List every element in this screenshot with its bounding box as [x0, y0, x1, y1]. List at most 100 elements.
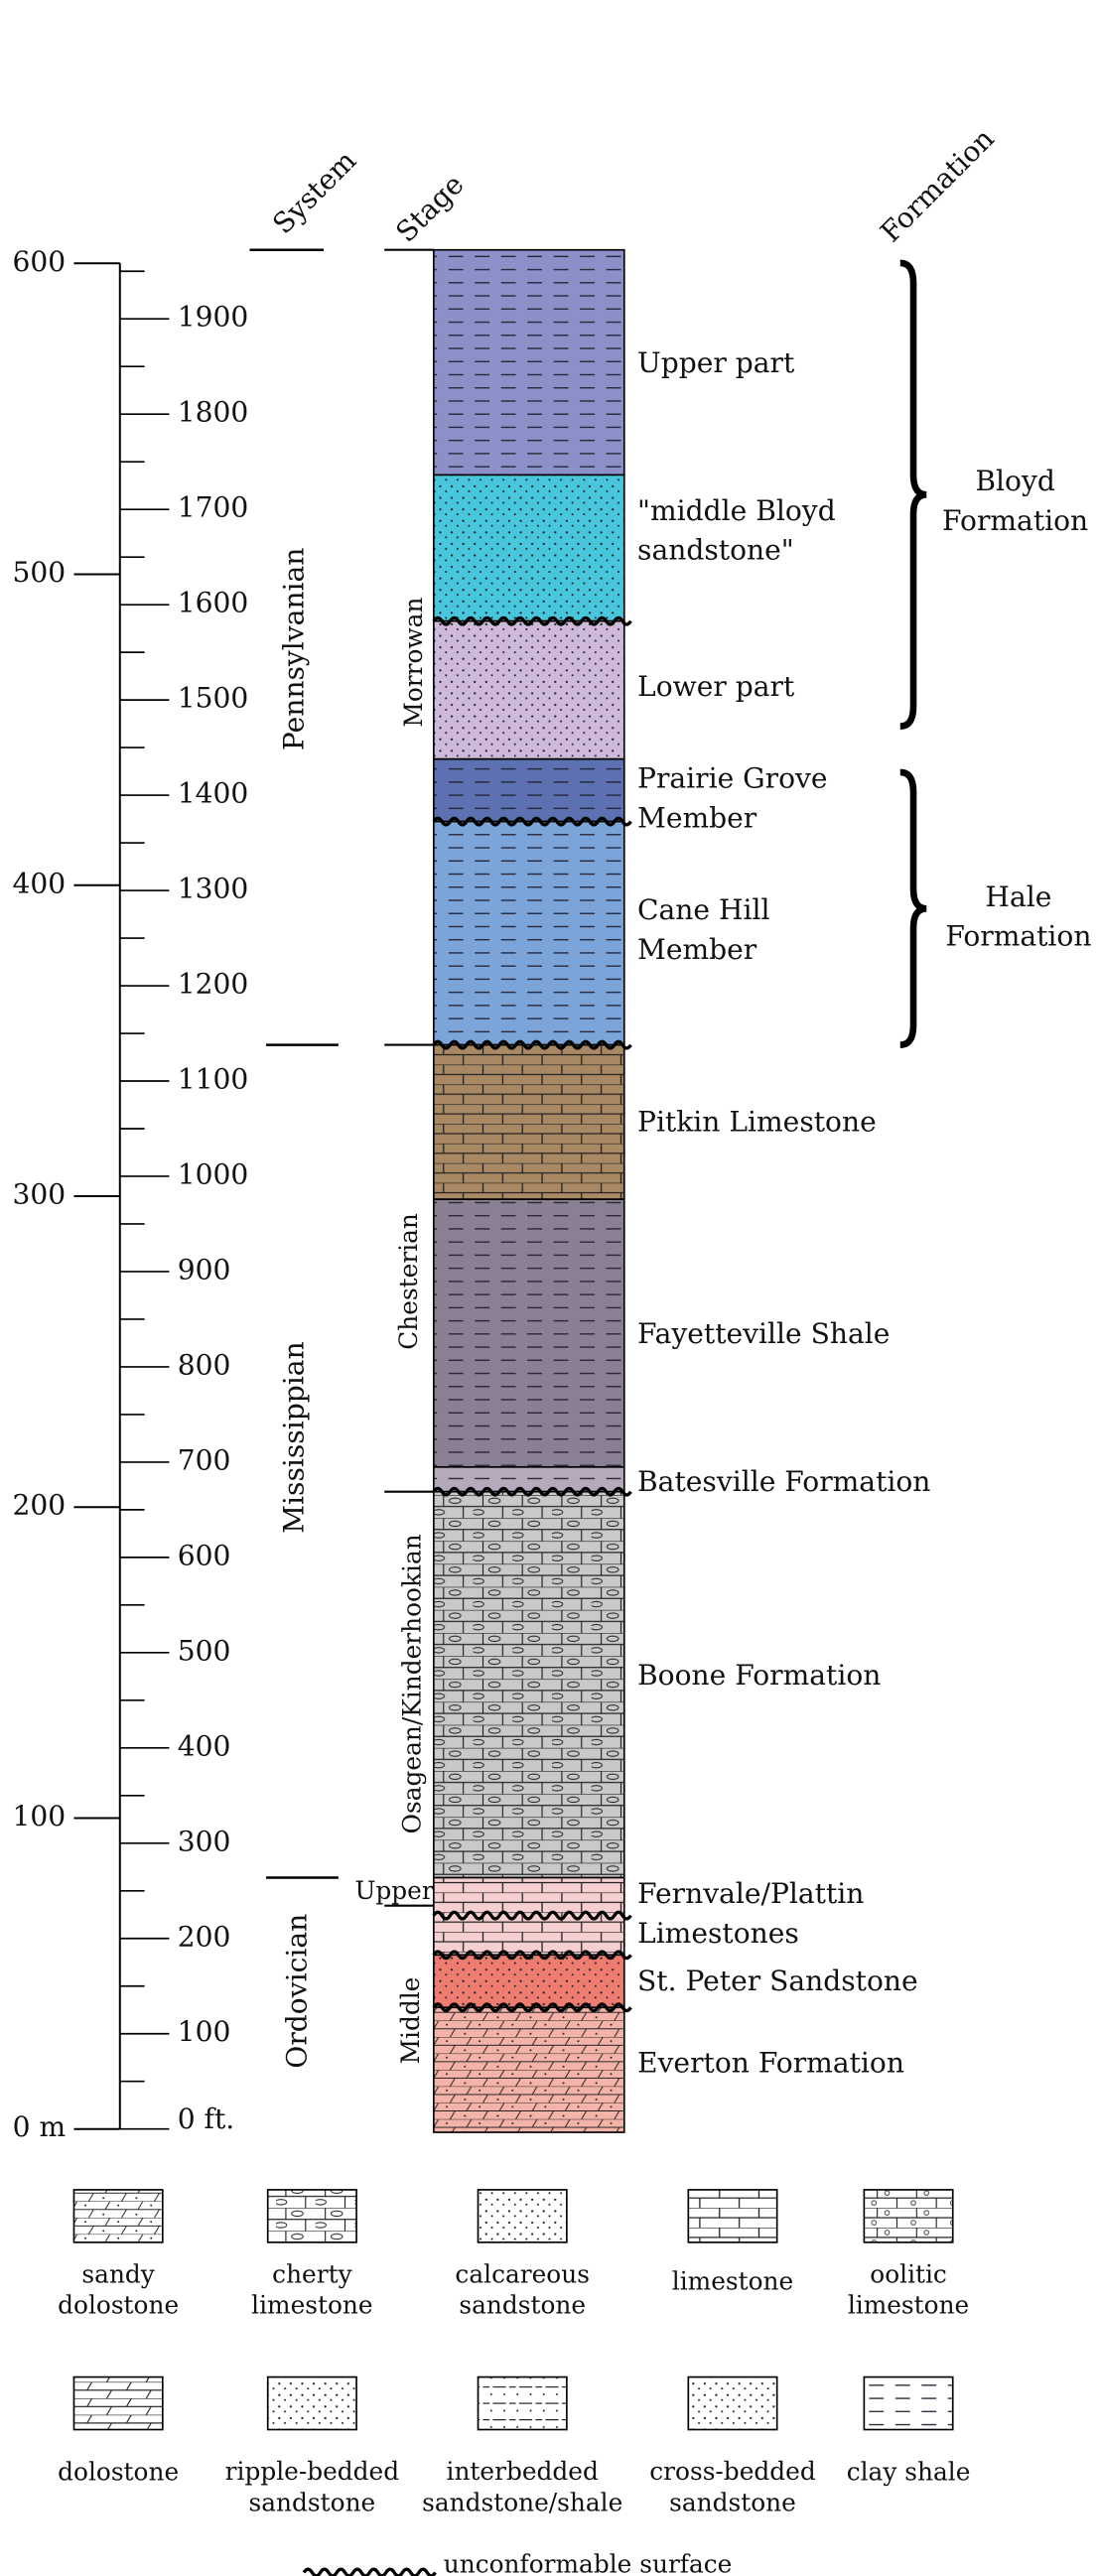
legend-swatch — [864, 2377, 952, 2430]
feet-label: 400 — [178, 1729, 231, 1762]
brace — [900, 263, 926, 727]
legend-label: limestone — [848, 2291, 969, 2320]
legend-label: sandstone — [459, 2291, 586, 2320]
stage-label: Middle — [396, 1977, 425, 2065]
meter-label: 500 — [13, 556, 67, 589]
feet-label: 600 — [178, 1539, 231, 1571]
legend-label: ripple-bedded — [225, 2457, 400, 2486]
legend-label: limestone — [251, 2291, 372, 2320]
unit-label: Everton Formation — [637, 2047, 904, 2080]
feet-label: 1600 — [178, 587, 249, 619]
legend-label: cross-bedded — [649, 2457, 816, 2486]
unit-pattern — [434, 621, 624, 759]
feet-label: 1100 — [178, 1063, 249, 1096]
formation-label: Formation — [945, 920, 1091, 953]
meter-label: 300 — [13, 1178, 67, 1211]
stage-label: Upper — [355, 1876, 434, 1905]
feet-label: 1900 — [178, 301, 249, 334]
legend-swatch — [688, 2190, 776, 2242]
unit-pattern — [434, 1467, 624, 1492]
column-header: Formation — [874, 122, 1000, 248]
feet-label: 0 ft. — [178, 2102, 235, 2135]
unit-label: Boone Formation — [637, 1659, 881, 1692]
unit-label: sandstone" — [637, 534, 794, 567]
feet-label: 800 — [178, 1348, 231, 1381]
legend-swatch — [479, 2190, 567, 2242]
footer-label: unconformable surface — [444, 2549, 733, 2576]
legend-label: calcareous — [455, 2259, 590, 2288]
feet-label: 700 — [178, 1443, 231, 1476]
unit-pattern — [434, 1955, 624, 2007]
legend-label: clay shale — [847, 2458, 971, 2487]
unit-label: Member — [637, 801, 757, 834]
legend-swatch — [73, 2377, 162, 2430]
unit-pattern — [434, 1045, 624, 1200]
unit-label: Fernvale/Plattin — [637, 1877, 864, 1910]
legend-swatch — [479, 2377, 567, 2430]
stage-label: Chesterian — [394, 1213, 423, 1350]
stage-label: Osagean/Kinderhookian — [397, 1534, 426, 1833]
legend-swatch — [268, 2190, 356, 2242]
formation-label: Hale — [985, 881, 1051, 913]
feet-label: 200 — [178, 1920, 231, 1953]
meter-label: 0 m — [13, 2110, 67, 2143]
unit-pattern — [434, 475, 624, 620]
system-label: Ordovician — [281, 1914, 314, 2069]
feet-label: 1400 — [178, 777, 249, 810]
unit-label: St. Peter Sandstone — [637, 1965, 918, 1997]
unconformity-symbol — [304, 2569, 435, 2576]
feet-label: 1700 — [178, 491, 249, 524]
unit-label: Cane Hill — [637, 893, 770, 926]
meter-label: 100 — [13, 1800, 67, 1832]
legend-label: dolostone — [58, 2291, 179, 2320]
brace — [900, 772, 926, 1045]
unit-pattern — [434, 822, 624, 1045]
stratigraphic-column: System Stage Formation 0 m 100 200 300 400 500 60… — [0, 0, 1099, 2576]
meter-label: 600 — [13, 245, 67, 278]
unit-label: Batesville Formation — [637, 1465, 930, 1498]
legend-label: oolitic — [870, 2259, 947, 2288]
feet-label: 1200 — [178, 968, 249, 1001]
legend-swatch — [864, 2190, 952, 2242]
feet-label: 100 — [178, 2015, 231, 2048]
feet-label: 500 — [178, 1634, 231, 1667]
column-header: Stage — [389, 168, 470, 248]
legend-swatch — [688, 2377, 776, 2430]
legend-label: sandstone/shale — [422, 2488, 622, 2516]
feet-label: 900 — [178, 1253, 231, 1286]
unit-label: Lower part — [637, 670, 795, 703]
unit-label: Upper part — [637, 346, 795, 379]
legend-label: sandstone — [249, 2488, 376, 2516]
column-header: System — [266, 144, 362, 240]
system-label: Mississippian — [277, 1341, 310, 1533]
formation-label: Bloyd — [975, 465, 1055, 497]
unit-pattern — [434, 1199, 624, 1467]
unit-pattern — [434, 759, 624, 822]
legend-label: interbedded — [447, 2457, 599, 2486]
legend-label: cherty — [272, 2259, 351, 2288]
unit-label: "middle Bloyd — [637, 494, 836, 527]
unit-label: Pitkin Limestone — [637, 1106, 877, 1139]
feet-label: 300 — [178, 1825, 231, 1857]
unit-pattern — [434, 2007, 624, 2132]
feet-label: 1300 — [178, 873, 249, 905]
legend-label: limestone — [672, 2267, 793, 2296]
unit-label: Prairie Grove — [637, 762, 828, 795]
page: System Stage Formation 0 m 100 200 300 400 500 60… — [0, 0, 1099, 2576]
legend-swatch — [268, 2377, 356, 2430]
legend-label: sandy — [81, 2259, 154, 2288]
legend-swatch — [73, 2190, 162, 2242]
unit-label: Member — [637, 933, 757, 966]
formation-label: Formation — [942, 504, 1088, 537]
feet-label: 1800 — [178, 396, 249, 429]
system-label: Pennsylvanian — [277, 548, 310, 751]
feet-label: 1500 — [178, 682, 249, 715]
meter-label: 400 — [13, 867, 67, 899]
unit-label: Fayetteville Shale — [637, 1317, 890, 1350]
unit-label: Limestones — [637, 1917, 799, 1950]
legend-label: sandstone — [669, 2488, 796, 2516]
meter-label: 200 — [13, 1489, 67, 1522]
unit-pattern — [434, 1492, 624, 1878]
stage-label: Morrowan — [399, 598, 428, 728]
feet-label: 1000 — [178, 1157, 249, 1190]
